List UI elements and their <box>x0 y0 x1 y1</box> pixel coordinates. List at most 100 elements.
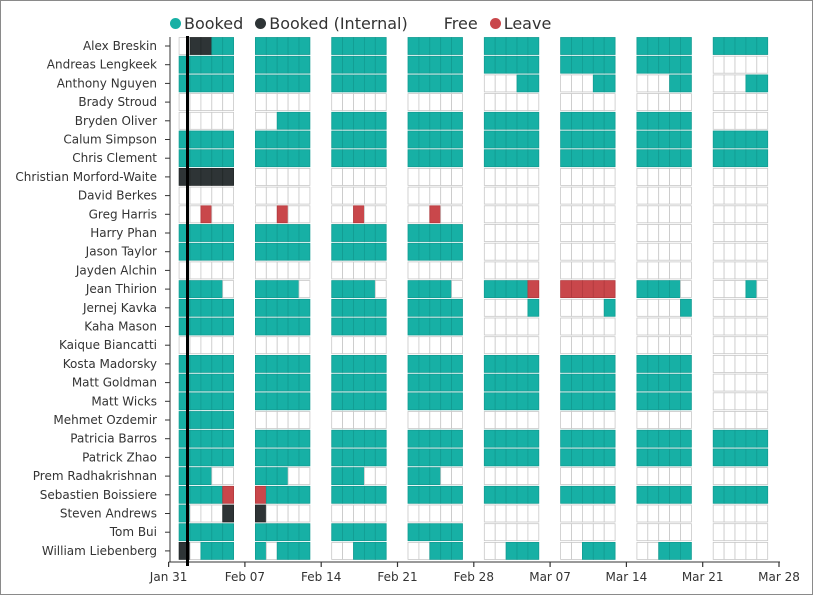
booked-cell <box>734 448 747 467</box>
free-cell <box>265 111 278 130</box>
booked-cell <box>265 55 278 74</box>
free-cell <box>265 336 278 355</box>
booked-cell <box>440 392 453 411</box>
booked-cell <box>342 467 354 486</box>
booked-cell <box>712 448 725 467</box>
booked-cell <box>560 149 572 168</box>
free-cell <box>222 467 234 486</box>
booked-cell <box>680 111 692 130</box>
booked-cell <box>265 130 278 149</box>
free-cell <box>636 224 649 242</box>
booked-cell <box>647 448 660 467</box>
row-label: William Liebenberg <box>42 544 157 558</box>
free-cell <box>429 167 442 186</box>
x-tick-label: Feb 07 <box>225 570 265 584</box>
free-cell <box>680 167 692 186</box>
booked-cell <box>342 317 354 336</box>
free-cell <box>440 93 453 111</box>
free-cell <box>516 167 529 186</box>
booked-cell <box>276 467 289 486</box>
free-cell <box>374 336 387 355</box>
free-cell <box>734 93 747 111</box>
free-cell <box>745 411 758 429</box>
free-cell <box>603 523 616 542</box>
booked-cell <box>200 429 213 448</box>
free-cell <box>407 93 420 111</box>
free-cell <box>516 336 529 355</box>
free-cell <box>680 205 692 224</box>
free-cell <box>647 411 660 429</box>
legend-item-booked[interactable]: Booked <box>170 14 243 33</box>
booked-cell <box>353 448 365 467</box>
booked-cell <box>494 485 507 504</box>
booked-cell <box>353 523 365 542</box>
free-cell <box>560 298 572 317</box>
free-cell <box>756 523 769 542</box>
booked-cell <box>505 130 518 149</box>
booked-cell <box>636 485 649 504</box>
free-cell <box>451 504 463 523</box>
free-cell <box>636 74 649 93</box>
booked-cell <box>200 448 213 467</box>
legend-item-leave[interactable]: Leave <box>489 14 551 33</box>
free-cell <box>331 93 344 111</box>
booked-cell <box>265 37 278 55</box>
booked-cell <box>211 242 224 261</box>
free-cell <box>363 93 376 111</box>
booked-cell <box>342 354 354 373</box>
free-cell <box>669 467 681 486</box>
booked-cell <box>265 280 278 299</box>
booked-cell <box>342 485 354 504</box>
booked-cell <box>723 429 736 448</box>
free-cell <box>527 261 540 280</box>
free-cell <box>658 74 671 93</box>
booked-cell <box>582 392 594 411</box>
free-cell <box>636 467 649 486</box>
free-cell <box>756 373 769 392</box>
free-cell <box>483 523 496 542</box>
free-cell <box>680 523 692 542</box>
free-cell <box>418 93 431 111</box>
booked-cell <box>560 429 572 448</box>
free-cell <box>560 205 572 224</box>
booked-cell <box>287 37 300 55</box>
booked-cell <box>342 523 354 542</box>
free-cell <box>680 224 692 242</box>
booked-cell <box>712 130 725 149</box>
booked-cell <box>287 354 300 373</box>
free-cell <box>374 504 387 523</box>
row-label: Alex Breskin <box>83 39 157 53</box>
booked-cell <box>582 485 594 504</box>
legend-item-booked-internal[interactable]: Booked (Internal) <box>255 14 408 33</box>
legend-item-free[interactable]: Free <box>429 14 478 33</box>
leave-cell <box>429 205 442 224</box>
free-cell <box>494 74 507 93</box>
booked-cell <box>298 354 311 373</box>
free-cell <box>276 504 289 523</box>
booked-cell <box>636 149 649 168</box>
row-label: Tom Bui <box>109 525 157 539</box>
free-cell <box>669 411 681 429</box>
booked-cell <box>429 523 442 542</box>
free-cell <box>636 205 649 224</box>
booked-cell <box>407 467 420 486</box>
free-cell <box>636 242 649 261</box>
free-cell <box>658 504 671 523</box>
booked-cell <box>287 429 300 448</box>
booked-cell <box>418 149 431 168</box>
booked-cell <box>582 37 594 55</box>
free-cell <box>647 186 660 205</box>
free-cell <box>418 542 431 560</box>
booked-cell <box>451 224 463 242</box>
free-cell <box>440 411 453 429</box>
free-cell <box>723 504 736 523</box>
booked-cell <box>483 280 496 299</box>
booked-cell <box>222 317 234 336</box>
booked-cell <box>342 280 354 299</box>
legend-label: Booked <box>184 13 244 33</box>
free-cell <box>483 167 496 186</box>
booked-cell <box>222 448 234 467</box>
booked-cell <box>516 354 529 373</box>
free-cell <box>669 205 681 224</box>
booked-cell <box>745 448 758 467</box>
